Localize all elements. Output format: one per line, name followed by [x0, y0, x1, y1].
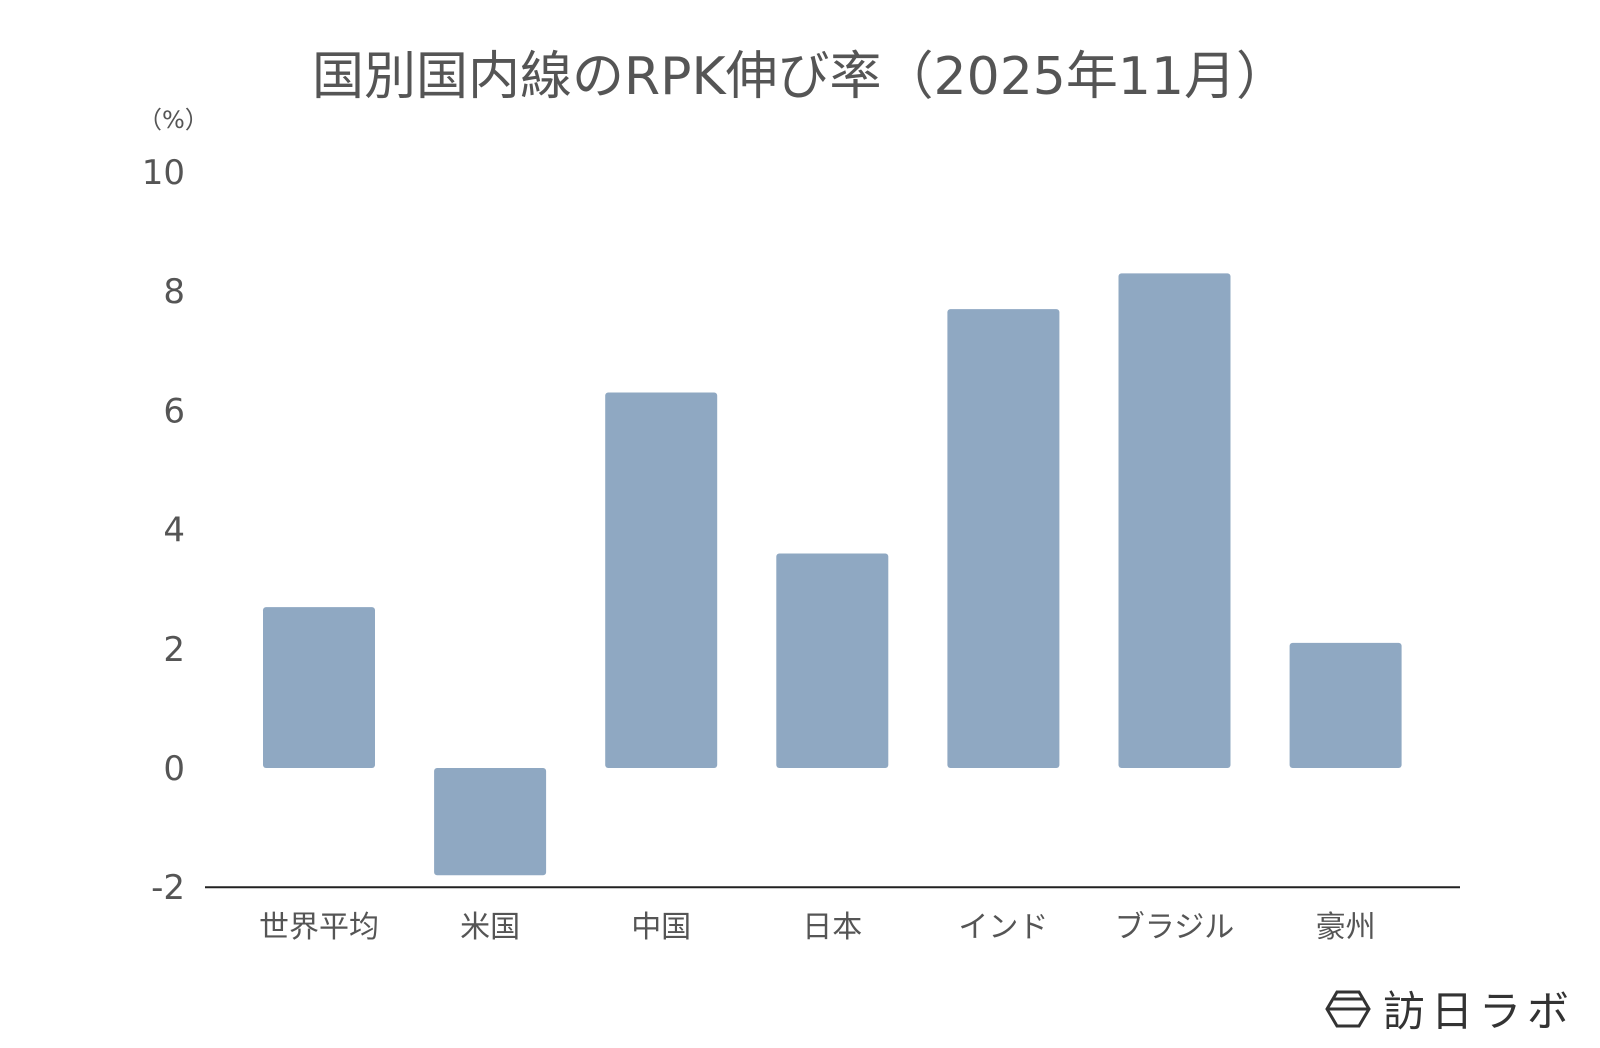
- bar-インド: [947, 309, 1060, 768]
- bar-米国: [434, 768, 547, 876]
- x-tick-label: 中国: [631, 910, 691, 945]
- logo-text: 訪日ラボ: [1383, 987, 1576, 1036]
- y-tick-label: 2: [163, 630, 185, 670]
- y-tick-label: 8: [163, 272, 185, 312]
- y-tick-label: -2: [151, 868, 185, 908]
- bar-日本: [776, 553, 889, 768]
- y-axis-unit-label: （%）: [138, 106, 209, 134]
- y-tick-label: 4: [163, 511, 185, 551]
- x-tick-label: 米国: [460, 910, 520, 945]
- y-tick-label: 0: [163, 749, 185, 789]
- bar-ブラジル: [1118, 273, 1231, 768]
- brand-logo: 訪日ラボ: [1325, 978, 1575, 1039]
- x-tick-label: 豪州: [1316, 910, 1376, 945]
- x-tick-label: ブラジル: [1115, 910, 1234, 945]
- chart-title: 国別国内線のRPK伸び率（2025年11月）: [311, 47, 1289, 107]
- x-tick-label: 世界平均: [259, 910, 379, 945]
- bar-世界平均: [263, 607, 375, 768]
- logo-hexagon-icon: [1325, 990, 1371, 1027]
- x-tick-label: インド: [958, 910, 1048, 945]
- y-tick-label: 6: [163, 391, 185, 431]
- bar-中国: [605, 392, 718, 768]
- x-tick-label: 日本: [802, 910, 862, 945]
- bar-豪州: [1289, 642, 1402, 768]
- y-tick-label: 10: [142, 153, 185, 193]
